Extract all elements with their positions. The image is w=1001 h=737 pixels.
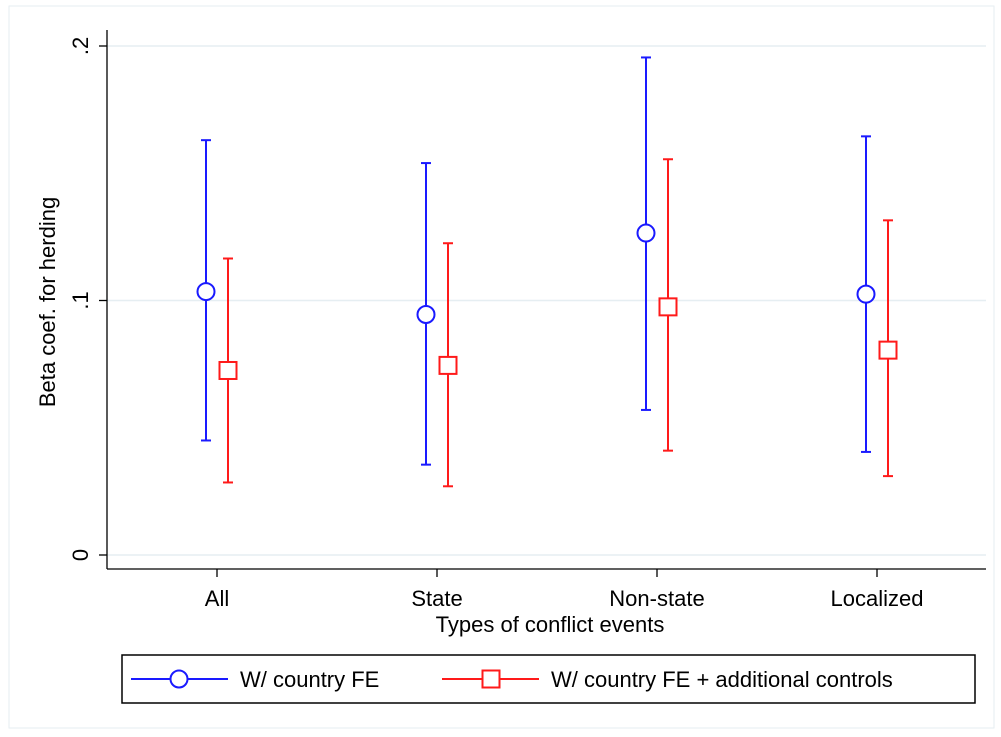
point-s0-1 [416, 304, 436, 324]
legend-label-0: W/ country FE [240, 667, 379, 692]
x-ticks: All State Non-state Localized [205, 569, 924, 611]
x-tick-label-1: State [411, 586, 462, 611]
legend: W/ country FE W/ country FE + additional … [121, 654, 976, 704]
y-tick-label-2: .2 [68, 37, 93, 55]
outer-frame [8, 5, 995, 729]
x-axis-title: Types of conflict events [436, 612, 665, 637]
point-s1-1 [438, 355, 458, 375]
y-ticks: 0 .1 .2 [68, 37, 107, 561]
point-s0-2 [636, 223, 656, 243]
y-tick-label-0: 0 [68, 549, 93, 561]
legend-marker-0 [169, 669, 189, 689]
y-axis-title: Beta coef. for herding [35, 197, 60, 407]
point-s1-2 [658, 297, 678, 317]
legend-box [121, 654, 976, 704]
legend-label-1: W/ country FE + additional controls [551, 667, 893, 692]
legend-entries: W/ country FE W/ country FE + additional … [131, 667, 893, 692]
point-s1-3 [878, 340, 898, 360]
gridlines [107, 45, 986, 556]
x-tick-label-0: All [205, 586, 229, 611]
point-s0-3 [856, 284, 876, 304]
series-marks [196, 56, 898, 488]
legend-marker-1 [481, 669, 501, 689]
point-s1-0 [218, 360, 238, 380]
x-tick-label-3: Localized [831, 586, 924, 611]
point-s0-0 [196, 282, 216, 302]
x-tick-label-2: Non-state [609, 586, 704, 611]
y-tick-label-1: .1 [68, 291, 93, 309]
